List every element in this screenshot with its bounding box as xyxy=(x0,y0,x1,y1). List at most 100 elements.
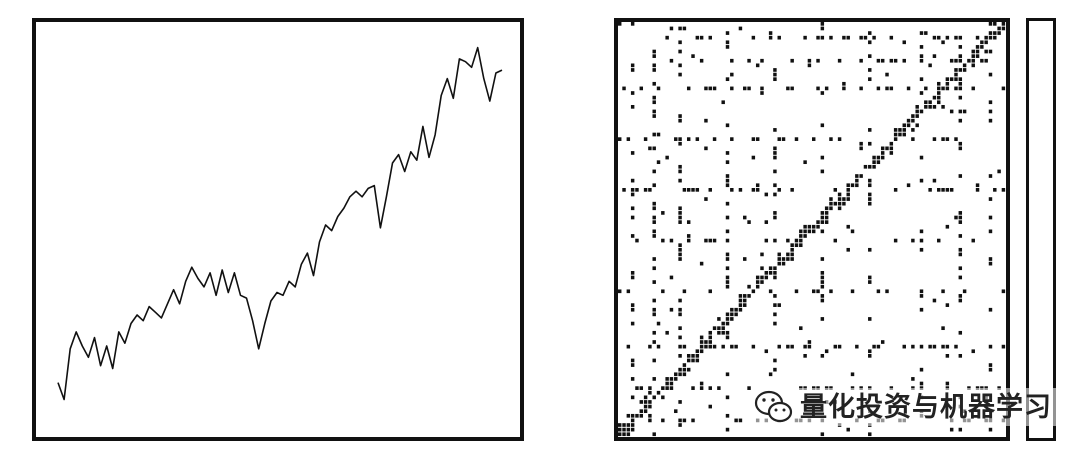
matrix-cell xyxy=(669,58,674,63)
matrix-cell xyxy=(678,312,682,317)
matrix-cell xyxy=(803,234,807,238)
matrix-cell xyxy=(937,95,941,100)
matrix-cell xyxy=(773,151,777,155)
matrix-cell xyxy=(768,271,773,275)
matrix-cell xyxy=(678,307,682,312)
matrix-cell xyxy=(630,215,635,220)
matrix-cell xyxy=(699,381,704,386)
matrix-cell xyxy=(734,312,738,317)
matrix-cell xyxy=(975,183,980,188)
matrix-cell xyxy=(868,128,872,132)
matrix-cell xyxy=(691,354,695,358)
matrix-cell xyxy=(652,95,656,100)
matrix-cell xyxy=(712,326,717,331)
matrix-cell xyxy=(958,252,963,257)
matrix-cell xyxy=(816,224,820,229)
matrix-cell xyxy=(786,344,790,349)
matrix-cell xyxy=(704,238,708,243)
matrix-cell xyxy=(764,349,769,354)
matrix-cell xyxy=(837,206,842,211)
matrix-cell xyxy=(993,22,997,26)
matrix-cell xyxy=(678,335,682,340)
matrix-cell xyxy=(945,77,950,82)
matrix-cell xyxy=(868,280,872,284)
matrix-cell xyxy=(911,118,915,123)
matrix-cell xyxy=(755,63,760,68)
matrix-cell xyxy=(669,238,674,243)
matrix-cell xyxy=(626,413,631,418)
watermark: 量化投资与机器学习 xyxy=(752,388,1058,426)
matrix-cell xyxy=(652,307,656,312)
matrix-cell xyxy=(656,344,661,349)
matrix-cell xyxy=(730,307,734,312)
matrix-cell xyxy=(958,266,963,271)
matrix-cell xyxy=(652,257,656,261)
matrix-cell xyxy=(674,372,678,377)
matrix-cell xyxy=(816,220,820,224)
matrix-cell xyxy=(915,105,919,109)
matrix-cell xyxy=(652,100,656,105)
matrix-cell xyxy=(764,192,769,197)
matrix-cell xyxy=(919,344,924,349)
matrix-cell xyxy=(954,68,958,72)
matrix-cell xyxy=(945,303,950,307)
matrix-cell xyxy=(764,220,769,224)
matrix-cell xyxy=(751,344,756,349)
matrix-cell xyxy=(725,238,730,243)
matrix-cell xyxy=(958,118,963,123)
matrix-cell xyxy=(997,31,1001,35)
matrix-cell xyxy=(958,54,963,58)
matrix-cell xyxy=(652,109,656,114)
matrix-cell xyxy=(962,109,967,114)
matrix-cell xyxy=(958,330,963,335)
matrix-cell xyxy=(868,164,872,169)
matrix-cell xyxy=(743,257,747,261)
matrix-cell xyxy=(734,344,738,349)
matrix-cell xyxy=(945,81,950,86)
matrix-cell xyxy=(725,395,730,400)
matrix-cell xyxy=(902,123,906,128)
matrix-cell xyxy=(868,197,872,201)
matrix-cell xyxy=(941,105,945,109)
matrix-cell xyxy=(764,271,769,275)
matrix-cell xyxy=(868,178,872,183)
matrix-cell xyxy=(880,58,885,63)
matrix-cell xyxy=(928,105,932,109)
matrix-cell xyxy=(773,72,777,77)
matrix-cell xyxy=(919,229,924,234)
matrix-cell xyxy=(635,188,639,192)
matrix-cell xyxy=(669,386,674,390)
matrix-cell xyxy=(790,252,794,257)
matrix-cell xyxy=(820,35,825,40)
matrix-cell xyxy=(932,35,937,40)
matrix-cell xyxy=(855,344,859,349)
matrix-cell xyxy=(760,91,764,95)
matrix-cell xyxy=(635,238,639,243)
matrix-cell xyxy=(971,58,975,63)
matrix-cell xyxy=(678,400,682,404)
matrix-cell xyxy=(781,137,786,141)
matrix-cell xyxy=(868,432,872,437)
matrix-cell xyxy=(725,280,730,284)
matrix-cell xyxy=(678,178,682,183)
matrix-cell xyxy=(919,77,924,82)
matrix-cell xyxy=(643,409,648,414)
matrix-cell xyxy=(760,280,764,284)
matrix-cell xyxy=(919,155,924,160)
matrix-cell xyxy=(630,188,635,192)
matrix-cell xyxy=(820,169,825,174)
matrix-cell xyxy=(777,303,781,307)
matrix-cell xyxy=(652,330,656,335)
matrix-cell xyxy=(842,35,846,40)
matrix-cell xyxy=(708,289,712,294)
matrix-cell xyxy=(928,188,932,192)
matrix-cell xyxy=(630,321,635,326)
matrix-cell xyxy=(652,114,656,118)
matrix-cell xyxy=(893,137,898,141)
matrix-cell xyxy=(794,289,799,294)
matrix-cell xyxy=(842,201,846,206)
matrix-cell xyxy=(725,215,730,220)
matrix-cell xyxy=(630,105,635,109)
matrix-cell xyxy=(678,63,682,68)
matrix-cell xyxy=(794,243,799,248)
